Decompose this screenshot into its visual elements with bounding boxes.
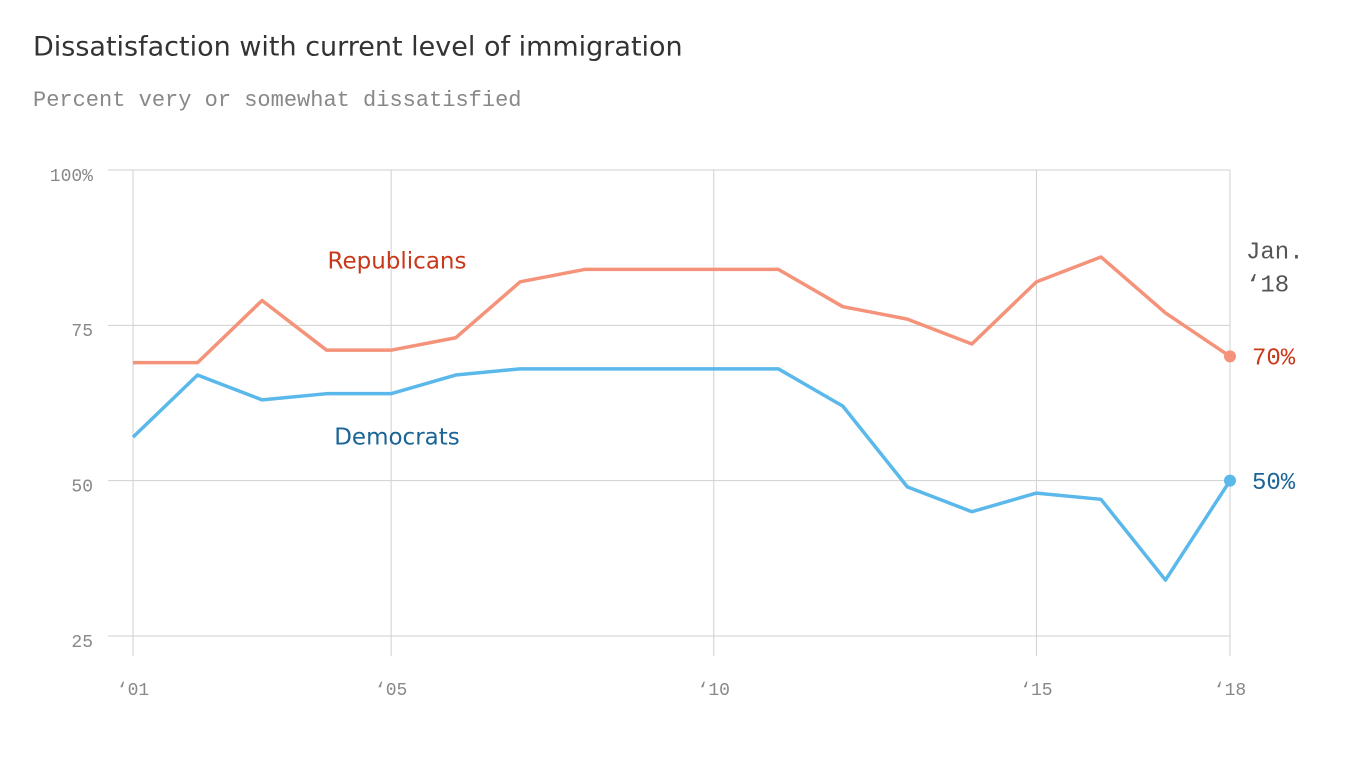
chart-title: Dissatisfaction with current level of im… [33,32,683,63]
series-label: Republicans [328,249,467,275]
x-tick-label: ‘05 [375,681,407,701]
end-point [1224,474,1236,487]
series-line [131,367,1232,582]
value-label: 50% [1252,470,1296,497]
value-label: 70% [1252,346,1296,373]
x-tick-label: ‘18 [1214,681,1246,701]
chart-subtitle: Percent very or somewhat dissatisfied [33,88,521,113]
x-tick-label: ‘15 [1020,681,1052,701]
y-tick-label: 100% [50,167,93,187]
series-label: Democrats [334,425,460,451]
x-tick-label: ‘01 [117,681,149,701]
annotation: Jan. [1246,239,1304,266]
x-tick-label: ‘10 [698,681,730,701]
end-point [1224,350,1236,363]
series-line [133,255,1231,365]
y-tick-label: 50 [71,477,93,497]
y-tick-label: 75 [71,322,93,342]
y-tick-label: 25 [71,633,93,653]
annotation: ‘18 [1246,272,1289,299]
